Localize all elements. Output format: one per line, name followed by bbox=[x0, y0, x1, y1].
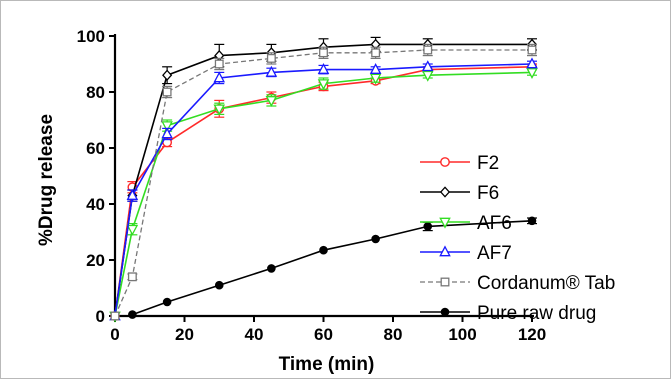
legend-swatch-marker bbox=[440, 157, 450, 167]
data-point bbox=[526, 68, 538, 79]
data-point bbox=[265, 65, 278, 77]
series-line bbox=[114, 49, 532, 317]
series-pure-raw-drug bbox=[128, 216, 537, 319]
data-point bbox=[266, 53, 276, 63]
data-point bbox=[369, 73, 382, 85]
legend-label: F6 bbox=[477, 183, 499, 204]
legend-swatch-marker bbox=[440, 307, 450, 317]
data-point bbox=[265, 96, 278, 107]
data-point bbox=[526, 57, 538, 69]
legend-item: Pure raw drug bbox=[420, 303, 596, 324]
y-tick-label: 100 bbox=[77, 27, 105, 46]
data-point bbox=[162, 297, 172, 307]
legend-swatch-marker bbox=[439, 186, 451, 198]
data-point bbox=[214, 280, 224, 290]
data-point bbox=[126, 224, 139, 236]
y-tick-label: 20 bbox=[86, 251, 105, 270]
data-point bbox=[213, 104, 226, 116]
series-af6 bbox=[109, 68, 538, 323]
data-point bbox=[267, 264, 276, 273]
data-point bbox=[527, 216, 537, 226]
legend-label: Pure raw drug bbox=[477, 303, 596, 324]
series-line bbox=[132, 220, 533, 316]
series-layer bbox=[109, 36, 538, 323]
series-f2 bbox=[110, 61, 537, 321]
data-point bbox=[128, 310, 137, 319]
data-point bbox=[126, 189, 139, 200]
legend: F2 F6 AF6 AF7 Cordanum® Tab Pure raw drug bbox=[420, 153, 615, 324]
data-point bbox=[162, 87, 172, 97]
data-point bbox=[161, 127, 173, 139]
data-point bbox=[127, 272, 137, 282]
data-point bbox=[371, 234, 380, 244]
data-point bbox=[319, 48, 328, 58]
x-tick-label: 0 bbox=[110, 325, 119, 344]
series-af7 bbox=[109, 57, 538, 321]
y-tick-label: 40 bbox=[86, 195, 105, 214]
x-tick-label: 20 bbox=[175, 325, 194, 344]
x-axis-title: Time (min) bbox=[279, 354, 375, 375]
data-point bbox=[110, 311, 120, 321]
legend-label: Cordanum® Tab bbox=[477, 273, 615, 294]
x-tick-label: 60 bbox=[314, 325, 333, 344]
x-tick-label: 120 bbox=[518, 325, 546, 344]
y-tick-label: 0 bbox=[96, 307, 105, 326]
data-point bbox=[423, 45, 433, 55]
legend-item: AF7 bbox=[420, 243, 512, 264]
data-point bbox=[421, 70, 434, 82]
data-point bbox=[317, 79, 330, 91]
data-point bbox=[527, 45, 537, 55]
x-tick-label: 40 bbox=[245, 325, 264, 344]
series-line bbox=[114, 71, 533, 317]
legend-swatch-marker bbox=[439, 245, 451, 257]
data-point bbox=[319, 245, 328, 255]
data-point bbox=[369, 63, 382, 74]
legend-swatch-marker bbox=[439, 217, 451, 229]
series-line bbox=[114, 63, 533, 317]
x-tick-label: 80 bbox=[384, 325, 403, 344]
legend-label: AF7 bbox=[477, 243, 512, 264]
legend-item: F2 bbox=[420, 153, 499, 174]
data-point bbox=[213, 71, 226, 83]
data-point bbox=[317, 63, 330, 74]
y-axis-title: %Drug release bbox=[36, 114, 57, 246]
data-point bbox=[214, 59, 224, 69]
x-tick-label: 100 bbox=[448, 325, 476, 344]
axes: 0 20 40 60 80 100 120 0 20 40 60 80 100 Time (min) %Dr… bbox=[36, 27, 546, 375]
y-tick-label: 80 bbox=[86, 83, 105, 102]
legend-swatch-marker bbox=[440, 277, 450, 287]
legend-label: F2 bbox=[477, 153, 499, 174]
data-point bbox=[421, 60, 434, 72]
legend-item: F6 bbox=[420, 183, 499, 204]
legend-label: AF6 bbox=[477, 213, 512, 234]
legend-item: AF6 bbox=[420, 213, 512, 234]
y-tick-label: 60 bbox=[86, 139, 105, 158]
legend-item: Cordanum® Tab bbox=[420, 273, 615, 294]
data-point bbox=[371, 48, 381, 58]
data-point bbox=[423, 222, 433, 231]
data-point bbox=[162, 69, 173, 81]
series-cordanum-tab bbox=[110, 43, 537, 321]
data-point bbox=[161, 121, 173, 133]
